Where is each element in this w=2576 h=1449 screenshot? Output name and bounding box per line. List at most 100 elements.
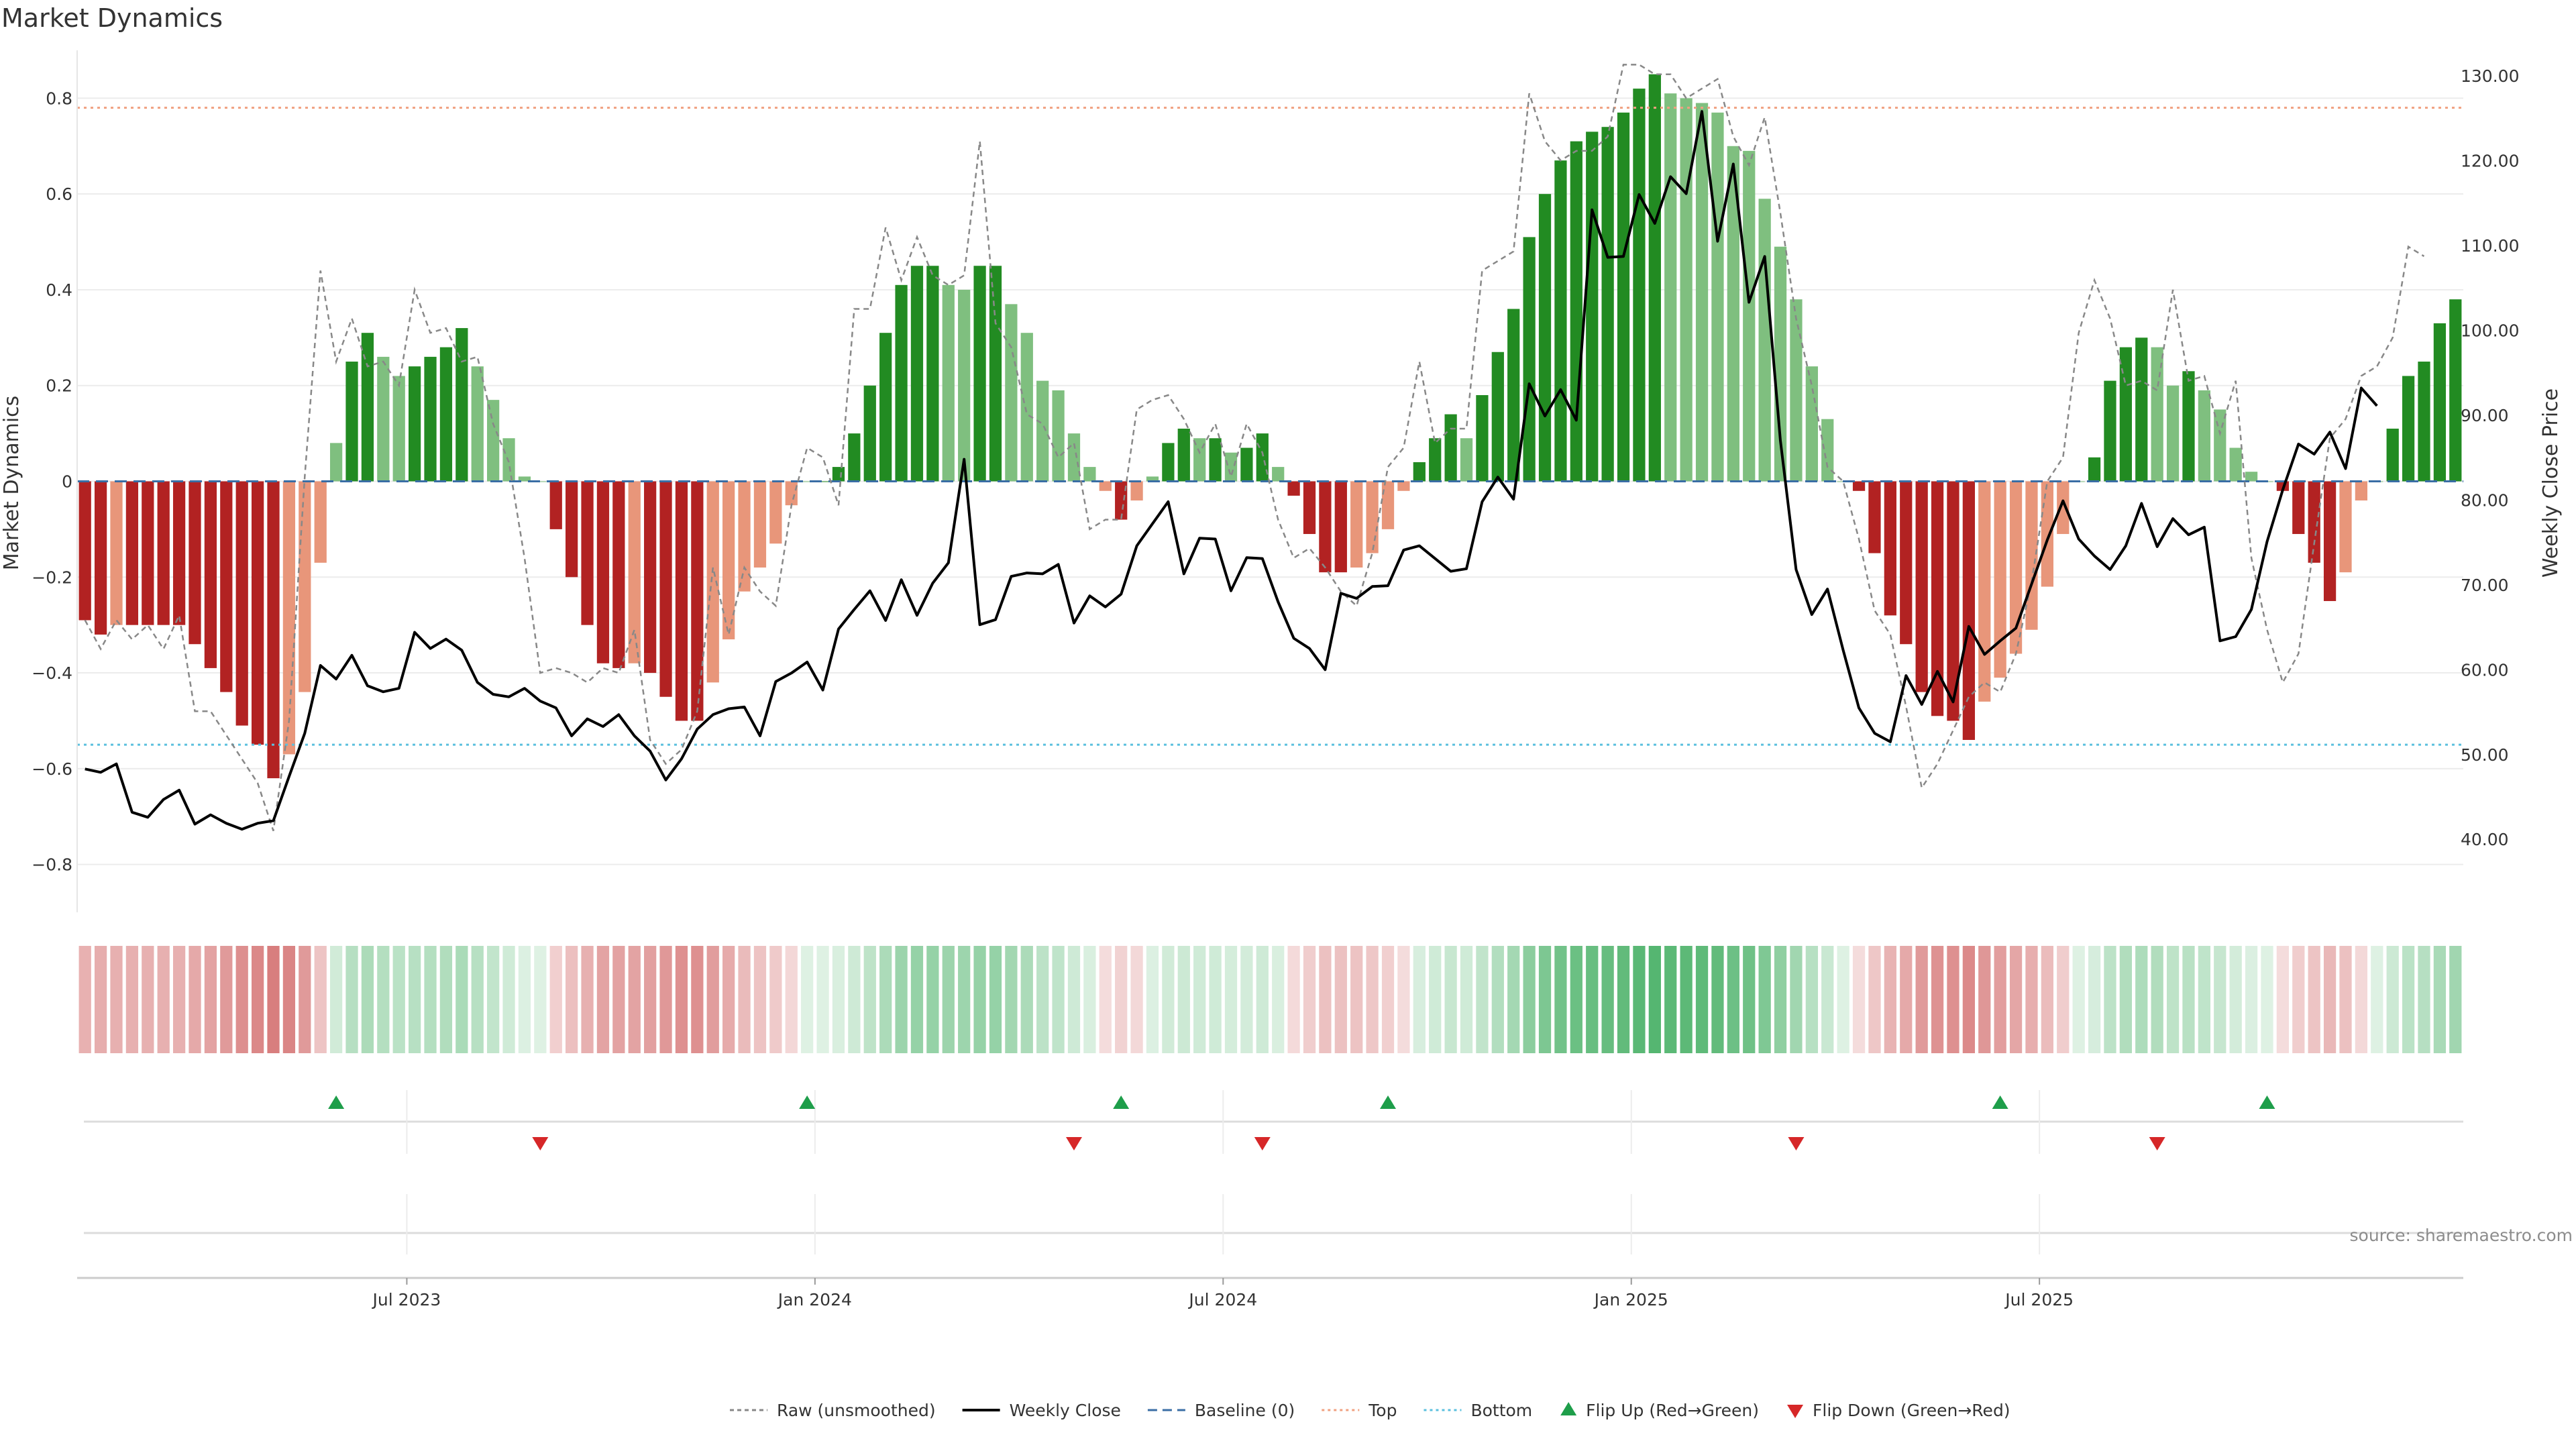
- dynamics-bar: [1633, 89, 1646, 482]
- dynamics-bar: [1036, 380, 1049, 482]
- dynamics-bar: [377, 356, 390, 482]
- flip-down-marker: [1788, 1137, 1805, 1150]
- y-axis-label-right: Weekly Close Price: [2539, 388, 2563, 578]
- dynamics-bar: [832, 467, 845, 482]
- colorbar-cell: [1837, 946, 1849, 1053]
- colorbar-cell: [910, 946, 924, 1053]
- dynamics-bar: [989, 266, 1002, 482]
- dynamics-bar: [142, 481, 154, 625]
- source-note: source: sharemaestro.com: [2350, 1226, 2573, 1245]
- dynamics-bar: [125, 481, 139, 625]
- dynamics-bar: [1476, 395, 1489, 482]
- dynamics-bar: [2292, 481, 2305, 535]
- dynamics-bar: [1664, 93, 1677, 482]
- colorbar-cell: [2308, 946, 2320, 1053]
- dynamics-bar: [612, 481, 625, 668]
- dynamics-bar: [518, 476, 531, 482]
- colorbar-cell: [2433, 946, 2447, 1053]
- colorbar-cell: [1287, 946, 1300, 1053]
- dynamics-bar: [2449, 299, 2462, 482]
- dynamics-bar: [2214, 409, 2226, 482]
- dynamics-bar: [659, 481, 672, 697]
- dynamics-bar: [2135, 337, 2148, 482]
- y-tick-right: 100.00: [2461, 321, 2519, 340]
- dynamics-bar: [549, 481, 562, 529]
- colorbar-cell: [1130, 946, 1143, 1053]
- flip-down-marker: [532, 1137, 549, 1150]
- dynamics-bar: [189, 481, 201, 645]
- colorbar-cell: [2072, 946, 2085, 1053]
- colorbar-cell: [2182, 946, 2195, 1053]
- colorbar-cell: [455, 946, 468, 1053]
- colorbar-cell: [2135, 946, 2148, 1053]
- dynamics-bar: [1209, 438, 1222, 482]
- dynamics-bar: [314, 481, 327, 563]
- dynamics-bar: [361, 333, 374, 482]
- colorbar-cell: [1523, 946, 1536, 1053]
- colorbar-cell: [1020, 946, 1033, 1053]
- y-tick-right: 120.00: [2461, 151, 2519, 170]
- x-tick-label: Jan 2024: [777, 1290, 852, 1309]
- flip-up-marker: [1113, 1095, 1130, 1109]
- y-tick-left: 0.8: [46, 89, 72, 108]
- dynamics-bar: [1460, 438, 1473, 482]
- dynamics-bar: [753, 481, 767, 568]
- dynamics-bar: [1931, 481, 1944, 716]
- dynamics-bar: [172, 481, 186, 625]
- colorbar-cell: [1193, 946, 1206, 1053]
- dynamics-bar: [2402, 376, 2415, 482]
- dynamics-bar: [2198, 390, 2211, 482]
- y-tick-right: 80.00: [2461, 490, 2509, 510]
- colorbar-cell: [424, 946, 437, 1053]
- dynamics-bar: [1350, 481, 1363, 568]
- colorbar-cell: [801, 946, 814, 1053]
- colorbar-cell: [1915, 946, 1928, 1053]
- colorbar-cell: [1601, 946, 1614, 1053]
- y-tick-left: −0.8: [32, 855, 72, 875]
- flip-up-marker: [328, 1095, 345, 1109]
- x-tick-label: Jul 2023: [372, 1290, 441, 1309]
- dynamics-bar: [409, 366, 421, 482]
- flip-down-marker: [2149, 1137, 2165, 1150]
- dynamics-bar: [2323, 481, 2337, 601]
- colorbar-cell: [2418, 946, 2430, 1053]
- colorbar-cell: [2198, 946, 2211, 1053]
- dynamics-bar: [738, 481, 751, 592]
- colorbar-cell: [769, 946, 782, 1053]
- colorbar-cell: [157, 946, 170, 1053]
- colorbar-cell: [1727, 946, 1739, 1053]
- colorbar-cell: [1083, 946, 1096, 1053]
- colorbar-cell: [1350, 946, 1363, 1053]
- dynamics-bar: [1005, 304, 1018, 482]
- dynamics-bar: [1146, 476, 1159, 482]
- colorbar-cell: [1005, 946, 1018, 1053]
- dynamics-bar: [2355, 481, 2368, 501]
- y-tick-left: −0.4: [32, 663, 72, 683]
- dynamics-bar: [1052, 390, 1065, 482]
- dynamics-bar: [110, 481, 123, 625]
- colorbar-cell: [345, 946, 358, 1053]
- dynamics-bar: [1743, 150, 1756, 482]
- colorbar-cell: [2025, 946, 2038, 1053]
- colorbar-cell: [1884, 946, 1896, 1053]
- dynamics-bar: [329, 443, 343, 482]
- colorbar-cell: [1334, 946, 1347, 1053]
- dynamics-bar: [2229, 447, 2242, 482]
- colorbar-cell: [1491, 946, 1504, 1053]
- y-tick-left: 0.4: [46, 280, 72, 300]
- colorbar-cell: [1240, 946, 1253, 1053]
- colorbar-cell: [1366, 946, 1379, 1053]
- colorbar-cell: [1758, 946, 1771, 1053]
- colorbar-cell: [1821, 946, 1834, 1053]
- colorbar-cell: [251, 946, 264, 1053]
- legend-swatch: [1560, 1402, 1577, 1415]
- colorbar-cell: [832, 946, 845, 1053]
- flip-up-marker: [1992, 1095, 2008, 1109]
- colorbar-cell: [1209, 946, 1222, 1053]
- legend-item-close: Weekly Close: [962, 1401, 1121, 1420]
- dynamics-bar: [267, 481, 280, 779]
- legend-item-flip-up: Flip Up (Red→Green): [1560, 1401, 1759, 1420]
- colorbar-cell: [2214, 946, 2226, 1053]
- flip-up-marker: [799, 1095, 816, 1109]
